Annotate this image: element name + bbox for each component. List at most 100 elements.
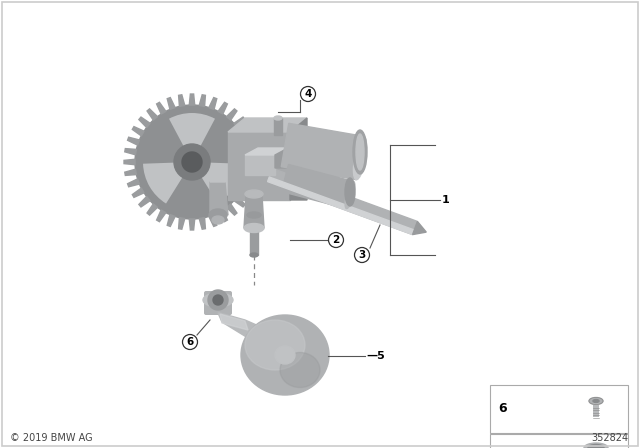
Polygon shape xyxy=(218,210,227,222)
Ellipse shape xyxy=(280,353,320,388)
Polygon shape xyxy=(124,159,135,165)
Text: 3: 3 xyxy=(358,250,365,260)
FancyBboxPatch shape xyxy=(593,401,599,417)
Circle shape xyxy=(355,247,369,263)
Polygon shape xyxy=(249,159,260,165)
Wedge shape xyxy=(192,162,241,203)
Circle shape xyxy=(328,233,344,247)
Ellipse shape xyxy=(345,178,355,206)
Ellipse shape xyxy=(209,209,227,221)
Polygon shape xyxy=(199,95,205,107)
Ellipse shape xyxy=(244,224,264,233)
Polygon shape xyxy=(179,218,185,229)
Ellipse shape xyxy=(275,346,295,364)
Polygon shape xyxy=(127,137,140,145)
Text: 4: 4 xyxy=(304,89,312,99)
Polygon shape xyxy=(228,132,290,200)
Polygon shape xyxy=(189,94,195,105)
FancyBboxPatch shape xyxy=(204,291,232,315)
Polygon shape xyxy=(281,123,364,180)
Circle shape xyxy=(208,290,228,310)
Polygon shape xyxy=(147,109,157,120)
Ellipse shape xyxy=(356,134,364,170)
Polygon shape xyxy=(274,118,282,135)
Polygon shape xyxy=(413,221,426,235)
Polygon shape xyxy=(248,149,259,155)
Polygon shape xyxy=(167,98,175,109)
Ellipse shape xyxy=(250,253,258,257)
Polygon shape xyxy=(244,179,257,187)
Polygon shape xyxy=(147,204,157,215)
Ellipse shape xyxy=(353,136,367,180)
Ellipse shape xyxy=(203,293,233,307)
Polygon shape xyxy=(139,197,150,207)
Ellipse shape xyxy=(345,181,355,209)
FancyBboxPatch shape xyxy=(490,434,628,448)
Text: 6: 6 xyxy=(498,402,507,415)
Polygon shape xyxy=(250,228,258,255)
Polygon shape xyxy=(268,168,417,235)
Polygon shape xyxy=(157,102,166,114)
Text: 2: 2 xyxy=(332,235,340,245)
Ellipse shape xyxy=(212,216,224,224)
Polygon shape xyxy=(157,210,166,222)
Polygon shape xyxy=(220,314,248,330)
Polygon shape xyxy=(234,197,245,207)
Polygon shape xyxy=(189,219,195,230)
Polygon shape xyxy=(218,102,227,114)
Text: 1: 1 xyxy=(442,195,450,205)
Polygon shape xyxy=(240,188,252,198)
Ellipse shape xyxy=(589,397,603,405)
Polygon shape xyxy=(127,179,140,187)
Ellipse shape xyxy=(584,443,608,448)
Ellipse shape xyxy=(353,130,367,174)
Polygon shape xyxy=(125,169,136,176)
Circle shape xyxy=(174,144,210,180)
Wedge shape xyxy=(169,113,215,162)
Polygon shape xyxy=(132,127,144,136)
Ellipse shape xyxy=(245,320,305,370)
Polygon shape xyxy=(139,117,150,128)
Ellipse shape xyxy=(593,400,599,402)
Ellipse shape xyxy=(588,444,604,448)
Polygon shape xyxy=(268,177,414,235)
Circle shape xyxy=(135,105,249,219)
Text: 352824: 352824 xyxy=(591,433,628,443)
Polygon shape xyxy=(290,118,307,200)
Circle shape xyxy=(301,86,316,102)
Text: 6: 6 xyxy=(186,337,194,347)
Polygon shape xyxy=(167,215,175,226)
Polygon shape xyxy=(245,155,275,175)
Polygon shape xyxy=(227,204,237,215)
FancyBboxPatch shape xyxy=(490,385,628,433)
Polygon shape xyxy=(234,117,245,128)
Polygon shape xyxy=(125,149,136,155)
Ellipse shape xyxy=(274,116,282,120)
Polygon shape xyxy=(244,195,264,228)
Text: —5: —5 xyxy=(366,351,385,361)
Circle shape xyxy=(182,335,198,349)
Polygon shape xyxy=(210,182,228,215)
Ellipse shape xyxy=(247,212,261,218)
Polygon shape xyxy=(227,109,237,120)
Polygon shape xyxy=(209,215,217,226)
Polygon shape xyxy=(244,137,257,145)
Polygon shape xyxy=(245,148,288,155)
Ellipse shape xyxy=(245,190,263,198)
Ellipse shape xyxy=(241,315,329,395)
Text: © 2019 BMW AG: © 2019 BMW AG xyxy=(10,433,93,443)
Polygon shape xyxy=(218,313,278,345)
Circle shape xyxy=(182,152,202,172)
Polygon shape xyxy=(209,98,217,109)
Circle shape xyxy=(213,295,223,305)
Wedge shape xyxy=(143,162,192,203)
Polygon shape xyxy=(240,127,252,136)
Polygon shape xyxy=(179,95,185,107)
Polygon shape xyxy=(248,169,259,176)
Polygon shape xyxy=(228,118,307,132)
Polygon shape xyxy=(132,188,144,198)
Polygon shape xyxy=(210,175,232,182)
Polygon shape xyxy=(199,218,205,229)
Polygon shape xyxy=(275,148,288,168)
Polygon shape xyxy=(282,164,353,209)
